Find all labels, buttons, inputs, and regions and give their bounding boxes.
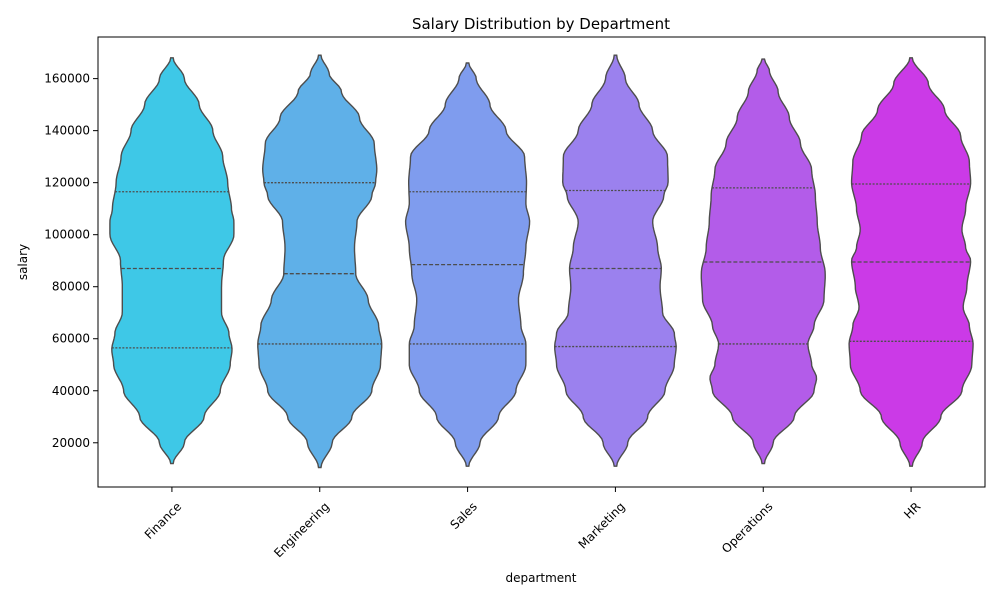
x-tick-label: Operations xyxy=(719,499,776,556)
violin-body xyxy=(700,58,826,465)
violin-operations xyxy=(700,58,826,465)
violin-engineering xyxy=(257,54,383,469)
chart-title: Salary Distribution by Department xyxy=(412,15,670,33)
violin-marketing xyxy=(553,54,677,467)
y-tick-label: 40000 xyxy=(52,384,90,398)
x-tick-label: Engineering xyxy=(271,499,332,560)
x-tick-label: Finance xyxy=(142,499,184,541)
y-tick-label: 80000 xyxy=(52,280,90,294)
violin-body xyxy=(109,57,235,465)
y-axis: 20000 40000 60000 80000 100000 120000 140000 16… xyxy=(44,72,98,450)
y-tick-label: 20000 xyxy=(52,436,90,450)
violin-body xyxy=(553,54,677,467)
x-tick-label: HR xyxy=(901,499,923,521)
y-tick-label: 60000 xyxy=(52,332,90,346)
violin-finance xyxy=(109,57,235,465)
violin-hr xyxy=(848,57,974,467)
y-tick-label: 120000 xyxy=(44,176,90,190)
plot-frame xyxy=(97,36,986,488)
x-axis-label: department xyxy=(506,571,577,585)
x-tick-label: Sales xyxy=(447,499,479,531)
y-tick-label: 100000 xyxy=(44,228,90,242)
y-tick-label: 140000 xyxy=(44,124,90,138)
x-tick-label: Marketing xyxy=(576,499,628,551)
violin-body xyxy=(848,57,974,467)
violin-sales xyxy=(404,62,531,467)
y-tick-label: 160000 xyxy=(44,72,90,86)
x-axis: Finance Engineering Sales Marketing Operatio… xyxy=(142,487,923,560)
violins-layer xyxy=(109,54,974,469)
y-axis-label: salary xyxy=(16,244,30,280)
violin-body xyxy=(257,54,383,469)
